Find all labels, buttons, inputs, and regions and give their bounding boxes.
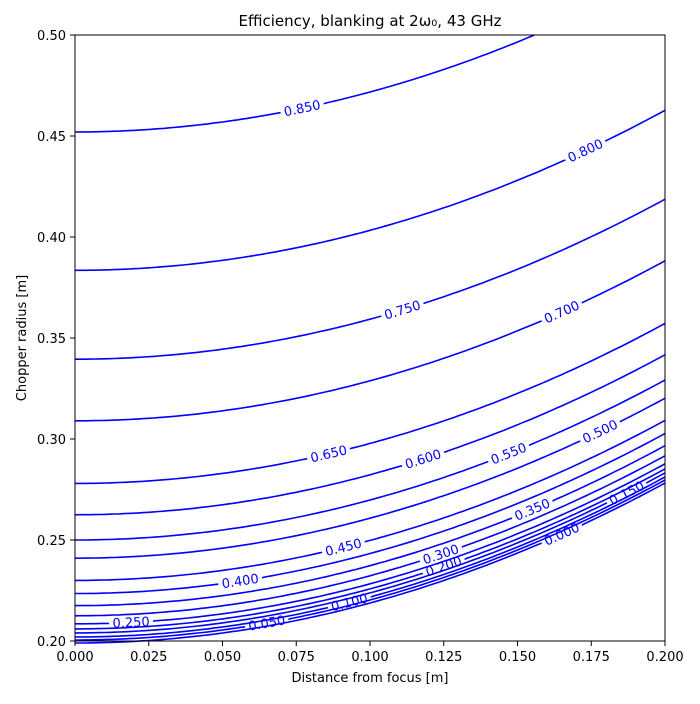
y-tick-label: 0.20 bbox=[37, 635, 66, 650]
contour-label: 0.100 bbox=[330, 591, 370, 615]
x-tick-label: 0.075 bbox=[278, 650, 315, 665]
contour-label: 0.800 bbox=[566, 137, 606, 166]
contour-label: 0.550 bbox=[489, 441, 529, 469]
x-tick-label: 0.000 bbox=[56, 650, 93, 665]
x-tick-label: 0.200 bbox=[646, 650, 683, 665]
x-tick-label: 0.050 bbox=[204, 650, 241, 665]
x-axis-label: Distance from focus [m] bbox=[292, 671, 449, 686]
contour-line-0.650 bbox=[75, 459, 307, 484]
contour-line-0.600 bbox=[75, 466, 402, 515]
x-axis-ticks: 0.000 0.025 0.050 0.075 0.100 0.125 0.150 0.175… bbox=[56, 641, 683, 665]
contour-label: 0.650 bbox=[309, 443, 349, 466]
contour-label: 0.050 bbox=[247, 613, 286, 634]
contour-line-0.450 bbox=[75, 553, 322, 581]
x-tick-label: 0.150 bbox=[499, 650, 536, 665]
chart-title: Efficiency, blanking at 2ω₀, 43 GHz bbox=[239, 12, 502, 30]
y-tick-label: 0.50 bbox=[37, 29, 66, 44]
x-tick-label: 0.100 bbox=[351, 650, 388, 665]
contour-label: 0.400 bbox=[221, 572, 260, 592]
contour-lines bbox=[75, 35, 665, 643]
contour-line-0.300 bbox=[75, 561, 420, 616]
contour-line-0.400 bbox=[75, 584, 218, 593]
contour-label: 0.700 bbox=[542, 298, 582, 327]
contour-label: 0.500 bbox=[580, 418, 620, 448]
contour-label: 0.850 bbox=[283, 98, 322, 120]
contour-label: 0.750 bbox=[383, 298, 423, 323]
contour-label: 0.600 bbox=[403, 447, 443, 473]
y-axis-ticks: 0.20 0.25 0.30 0.35 0.40 0.45 0.50 bbox=[37, 29, 75, 650]
y-tick-label: 0.35 bbox=[37, 332, 66, 347]
contour-label: 0.000 bbox=[542, 521, 582, 550]
contour-line-0.850 bbox=[75, 113, 281, 132]
contour-line-0.800 bbox=[605, 110, 665, 141]
x-tick-label: 0.175 bbox=[573, 650, 610, 665]
x-tick-label: 0.125 bbox=[425, 650, 462, 665]
y-tick-label: 0.45 bbox=[37, 130, 66, 145]
x-tick-label: 0.025 bbox=[130, 650, 167, 665]
plot-area-frame bbox=[75, 35, 665, 641]
contour-labels: 0.0000.0500.1000.1500.2000.2500.3000.350… bbox=[112, 98, 647, 635]
contour-line-0.750 bbox=[424, 199, 666, 303]
contour-line-0.700 bbox=[582, 261, 665, 303]
contour-line-0.750 bbox=[75, 316, 381, 359]
contour-line-0.450 bbox=[365, 420, 665, 542]
y-tick-label: 0.30 bbox=[37, 433, 66, 448]
y-axis-label: Chopper radius [m] bbox=[15, 275, 30, 401]
contour-line-0.500 bbox=[620, 398, 665, 422]
contour-line-0.800 bbox=[75, 160, 565, 270]
y-tick-label: 0.25 bbox=[37, 534, 66, 549]
contour-line-0.700 bbox=[75, 321, 542, 421]
contour-label: 0.250 bbox=[112, 615, 150, 632]
y-tick-label: 0.40 bbox=[37, 231, 66, 246]
contour-line-0.850 bbox=[324, 35, 535, 104]
